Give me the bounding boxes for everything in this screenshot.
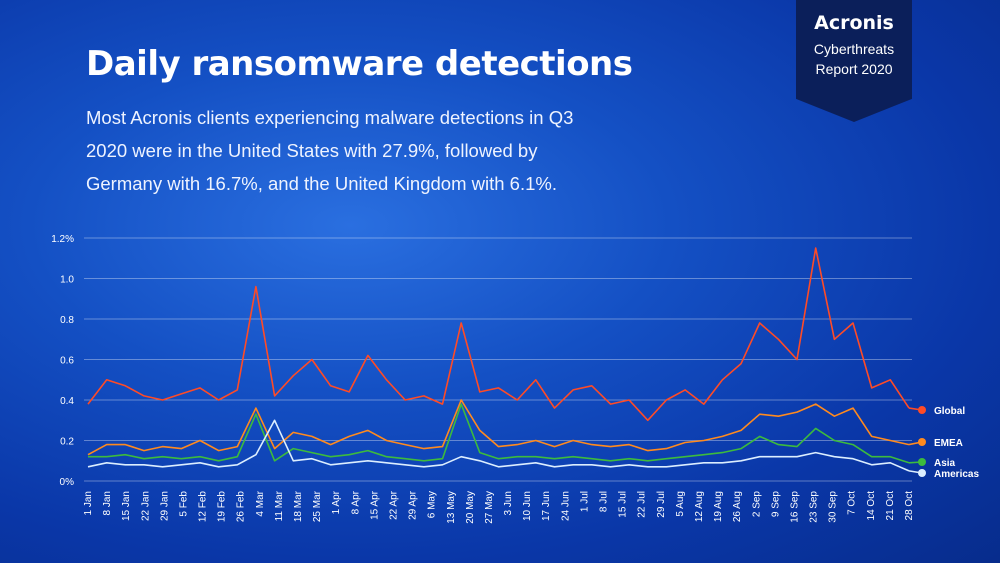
x-tick-label: 16 Sep bbox=[789, 491, 800, 523]
x-tick-label: 9 Sep bbox=[770, 491, 781, 518]
x-tick-label: 1 Jan bbox=[83, 491, 94, 515]
x-tick-label: 15 Apr bbox=[369, 490, 380, 520]
x-tick-label: 26 Aug bbox=[732, 491, 743, 522]
x-tick-label: 29 Apr bbox=[408, 490, 419, 520]
series-line-asia bbox=[88, 403, 910, 464]
y-tick-label: 0.2 bbox=[60, 437, 74, 448]
x-tick-label: 20 May bbox=[465, 491, 476, 524]
x-tick-label: 21 Oct bbox=[885, 491, 896, 521]
series-line-emea bbox=[87, 399, 910, 456]
x-tick-label: 29 Jul bbox=[656, 491, 667, 518]
x-tick-label: 1 Jul bbox=[579, 491, 590, 512]
y-tick-label: 0% bbox=[60, 477, 75, 488]
x-tick-label: 25 Mar bbox=[312, 490, 323, 522]
y-tick-label: 0.6 bbox=[60, 356, 74, 367]
legend-label: Americas bbox=[934, 469, 979, 480]
y-tick-label: 1.0 bbox=[60, 275, 74, 286]
x-tick-label: 8 Jan bbox=[102, 491, 113, 515]
y-tick-label: 0.8 bbox=[60, 315, 74, 326]
legend-marker bbox=[918, 438, 926, 446]
x-tick-label: 29 Jan bbox=[159, 491, 170, 521]
x-tick-label: 22 Apr bbox=[388, 490, 399, 520]
series-line-global bbox=[87, 247, 910, 422]
x-tick-label: 30 Sep bbox=[828, 491, 839, 523]
x-tick-label: 19 Feb bbox=[217, 491, 228, 523]
x-tick-label: 4 Mar bbox=[255, 490, 266, 516]
x-tick-label: 22 Jul bbox=[637, 491, 648, 518]
x-tick-label: 17 Jun bbox=[541, 491, 552, 521]
x-tick-label: 18 Mar bbox=[293, 490, 304, 522]
x-tick-label: 19 Aug bbox=[713, 491, 724, 522]
report-badge: Acronis Cyberthreats Report 2020 bbox=[796, 0, 912, 122]
legend-label: Asia bbox=[934, 458, 956, 469]
x-tick-label: 1 Apr bbox=[331, 490, 342, 514]
x-tick-label: 7 Oct bbox=[847, 491, 858, 515]
x-tick-label: 22 Jan bbox=[140, 491, 151, 521]
x-tick-label: 5 Feb bbox=[178, 491, 189, 517]
y-axis-labels: 0% 0.2 0.4 0.6 0.8 1.0 1.2% bbox=[51, 234, 74, 488]
x-tick-label: 23 Sep bbox=[809, 491, 820, 523]
x-tick-label: 24 Jun bbox=[560, 491, 571, 521]
legend-marker bbox=[918, 406, 926, 414]
x-tick-label: 2 Sep bbox=[751, 491, 762, 518]
legend-label: Global bbox=[934, 406, 965, 417]
x-tick-label: 3 Jun bbox=[503, 491, 514, 515]
x-tick-label: 15 Jul bbox=[618, 491, 629, 518]
legend-label: EMEA bbox=[934, 438, 963, 449]
badge-line-2: Report 2020 bbox=[815, 61, 893, 77]
series-line-americas bbox=[87, 419, 910, 472]
x-tick-label: 27 May bbox=[484, 491, 495, 524]
series-lines bbox=[87, 247, 910, 472]
x-tick-label: 15 Jan bbox=[121, 491, 132, 521]
x-tick-label: 6 May bbox=[427, 491, 438, 518]
x-tick-label: 14 Oct bbox=[866, 491, 877, 521]
x-tick-label: 11 Mar bbox=[274, 490, 285, 521]
gridlines bbox=[84, 237, 912, 482]
x-tick-label: 8 Jul bbox=[599, 491, 610, 512]
badge-line-1: Cyberthreats bbox=[813, 41, 895, 57]
x-tick-label: 26 Feb bbox=[236, 491, 247, 523]
x-tick-label: 10 Jun bbox=[522, 491, 533, 521]
legend-marker bbox=[918, 469, 926, 477]
x-tick-label: 28 Oct bbox=[904, 491, 915, 521]
chart-title: Daily ransomware detections bbox=[86, 44, 633, 84]
x-tick-label: 5 Aug bbox=[675, 491, 686, 517]
x-tick-label: 12 Aug bbox=[694, 491, 705, 522]
x-tick-label: 12 Feb bbox=[198, 491, 209, 523]
brand-logo: Acronis bbox=[814, 12, 894, 34]
legend-marker bbox=[918, 458, 926, 466]
x-tick-label: 13 May bbox=[446, 491, 457, 524]
x-tick-label: 8 Apr bbox=[350, 490, 361, 514]
chart-subtitle: Most Acronis clients experiencing malwar… bbox=[86, 107, 574, 194]
y-tick-label: 0.4 bbox=[60, 396, 74, 407]
x-axis-labels: 1 Jan 8 Jan 15 Jan 22 Jan 29 Jan 5 Feb 12 Feb 1… bbox=[83, 490, 915, 523]
y-tick-label: 1.2% bbox=[51, 234, 74, 245]
